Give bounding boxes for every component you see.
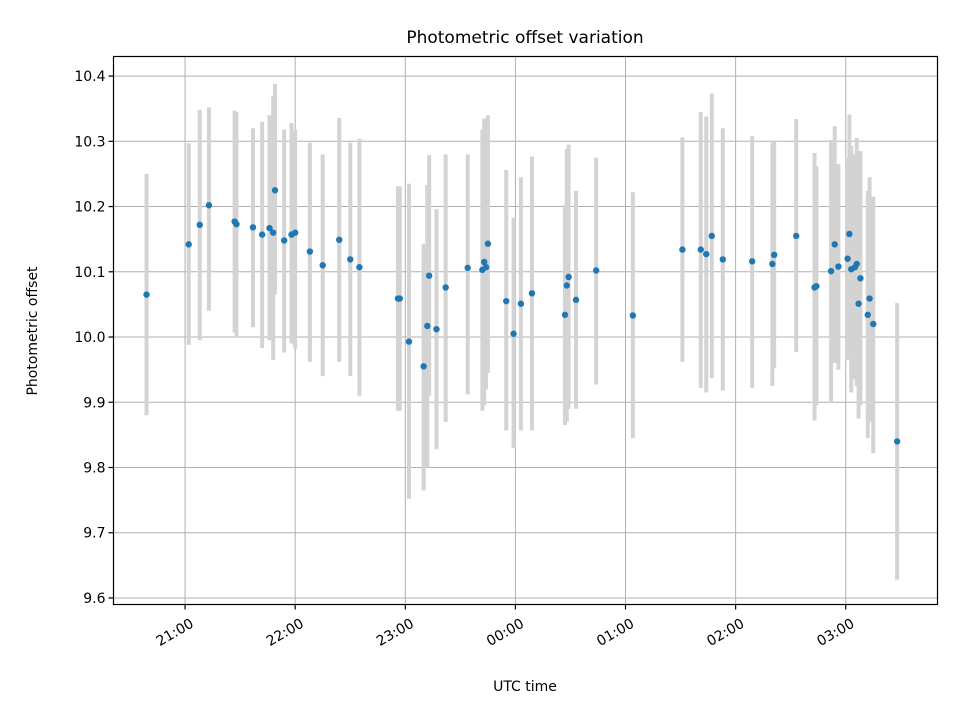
data-point — [748, 258, 756, 265]
data-point — [482, 264, 490, 271]
data-point — [266, 224, 273, 232]
data-point — [572, 296, 580, 304]
data-point — [269, 229, 277, 236]
data-point — [510, 330, 517, 337]
y-tick-label: 10.1 — [74, 265, 105, 281]
data-point — [396, 295, 403, 302]
x-tick-label: 02:00 — [704, 616, 747, 650]
data-point — [866, 295, 873, 302]
data-point — [827, 267, 835, 275]
data-point — [703, 250, 710, 258]
data-point — [319, 262, 326, 269]
x-tick-label: 00:00 — [484, 616, 527, 650]
data-point — [249, 224, 257, 231]
x-tick-label: 21:00 — [154, 616, 197, 650]
data-point — [433, 325, 440, 333]
y-tick-label: 10.4 — [74, 69, 105, 85]
x-tick-label: 03:00 — [814, 616, 857, 650]
y-tick-label: 9.9 — [83, 395, 105, 411]
grid — [113, 56, 938, 605]
data-point — [893, 438, 901, 445]
data-point — [592, 267, 600, 274]
y-tick-label: 10.2 — [74, 200, 105, 216]
data-point — [196, 221, 203, 229]
y-tick-label: 10.0 — [74, 330, 105, 346]
data-points — [143, 187, 901, 445]
data-point — [258, 231, 266, 238]
data-point — [425, 272, 433, 279]
data-point — [846, 230, 853, 238]
data-point — [792, 232, 800, 240]
y-tick-label: 9.7 — [83, 526, 105, 542]
y-axis: 9.6 9.7 9.8 9.9 10.0 10.1 10.2 10.3 10.4 — [74, 69, 114, 607]
data-point — [347, 256, 354, 263]
data-point — [464, 264, 471, 272]
data-point — [503, 297, 510, 305]
y-axis-label: Photometric offset — [25, 266, 41, 396]
data-point — [708, 232, 715, 240]
data-point — [563, 282, 570, 289]
x-axis: 21:00 22:00 23:00 00:00 01:00 02:00 03:00 — [154, 604, 857, 650]
data-point — [679, 246, 686, 253]
data-point — [831, 241, 838, 248]
data-point — [697, 246, 704, 253]
error-bars — [144, 83, 900, 580]
data-point — [291, 229, 299, 236]
x-tick-label: 23:00 — [374, 616, 417, 650]
data-point — [813, 282, 820, 290]
data-point — [306, 248, 314, 255]
data-point — [844, 255, 851, 262]
data-point — [442, 284, 449, 291]
data-point — [356, 264, 363, 271]
y-tick-label: 9.6 — [83, 591, 105, 607]
data-point — [864, 311, 871, 319]
chart-title: Photometric offset variation — [406, 28, 643, 48]
data-point — [420, 363, 427, 370]
plot-frame — [112, 55, 939, 606]
y-tick-label: 10.3 — [74, 134, 105, 150]
data-point — [770, 251, 778, 259]
data-point — [565, 273, 572, 281]
data-point — [481, 258, 488, 266]
data-point — [857, 275, 864, 282]
y-tick-label: 9.8 — [83, 461, 105, 477]
data-point — [855, 300, 862, 307]
data-point — [561, 311, 569, 319]
data-point — [336, 236, 343, 244]
data-point — [280, 237, 288, 244]
data-point — [271, 187, 279, 194]
data-point — [233, 220, 240, 228]
data-point — [835, 263, 842, 270]
data-point — [528, 290, 536, 297]
x-tick-label: 22:00 — [264, 616, 307, 650]
data-point — [484, 240, 492, 247]
data-point — [719, 256, 726, 263]
data-point — [185, 241, 192, 248]
data-point — [405, 338, 413, 345]
data-point — [143, 291, 150, 298]
x-tick-label: 01:00 — [594, 616, 637, 650]
data-point — [205, 202, 213, 209]
data-point — [870, 320, 877, 328]
data-point — [424, 322, 431, 330]
data-point — [853, 260, 860, 268]
data-point — [517, 300, 525, 307]
data-point — [769, 260, 776, 268]
x-axis-label: UTC time — [493, 679, 557, 695]
data-point — [629, 312, 637, 319]
